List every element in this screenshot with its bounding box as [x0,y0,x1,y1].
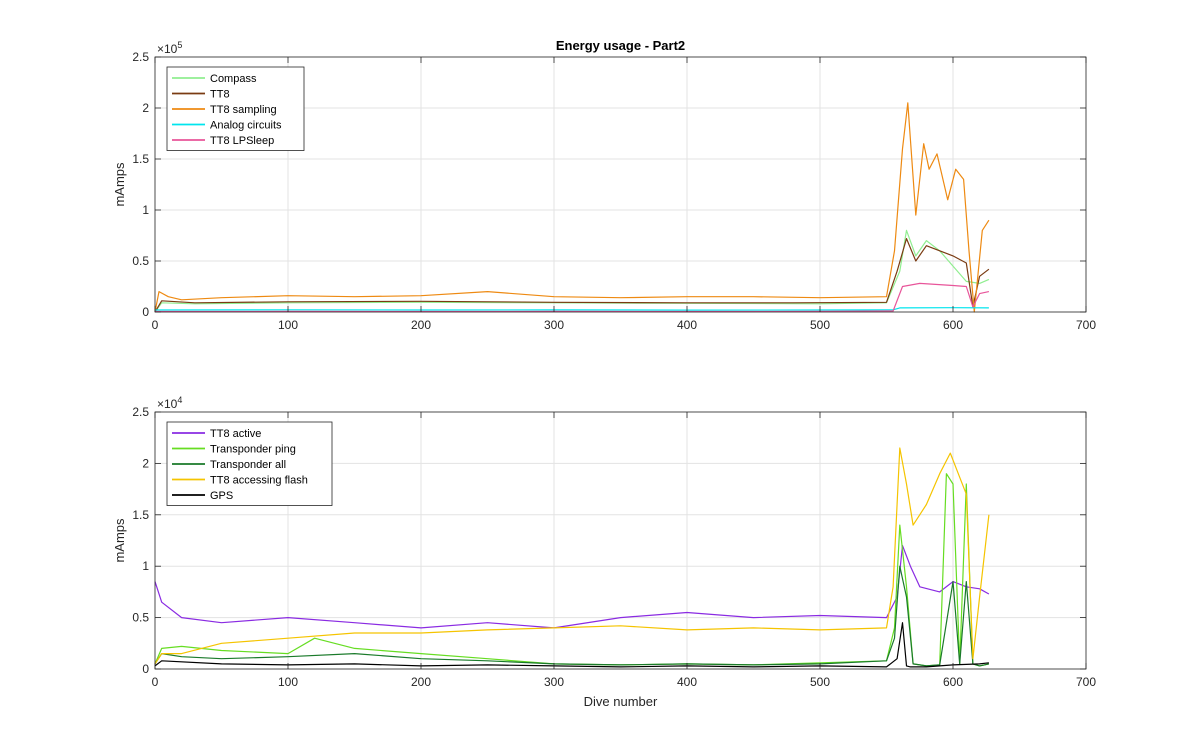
x-tick-label: 300 [544,675,564,689]
y-tick-label: 1 [142,203,149,217]
legend: TT8 active Transponder ping Transponder al… [166,421,333,506]
x-tick-label: 600 [943,675,963,689]
y-exponent-label: ×105 [157,40,182,56]
x-tick-label: 200 [411,318,431,332]
legend-label-compass: Compass [210,73,257,85]
x-tick-label: 0 [152,675,159,689]
y-tick-label: 1 [142,559,149,573]
series-line-transponder-all [154,565,990,667]
x-tick-label: 400 [677,318,697,332]
y-tick-label: 0.5 [132,254,149,268]
y-tick-label: 2 [142,456,149,470]
y-tick-label: 1.5 [132,152,149,166]
legend-label-tt8: TT8 [210,89,230,101]
legend: Compass TT8 TT8 sampling Analog circuits TT8… [166,66,305,151]
x-tick-label: 500 [810,318,830,332]
x-axis-label: Dive number [584,694,658,709]
series-line-compass [154,229,990,313]
series-line-analog-circuits [154,307,989,311]
x-tick-label: 300 [544,318,564,332]
legend-label-analog-circuits: Analog circuits [210,120,282,132]
series-line-gps [154,622,989,668]
legend-label-tt8-sampling: TT8 sampling [210,104,277,116]
y-tick-label: 1.5 [132,508,149,522]
y-tick-label: 2 [142,101,149,115]
series-line-tt8-sampling [154,102,990,313]
y-axis-label: mAmps [112,518,127,563]
legend-label-transponder-all: Transponder all [210,459,286,471]
legend-label-tt8-lpsleep: TT8 LPSleep [210,135,274,147]
x-tick-label: 0 [152,318,159,332]
series-line-tt8-active [154,544,990,629]
x-tick-label: 600 [943,318,963,332]
x-tick-label: 700 [1076,675,1096,689]
legend-label-transponder-ping: Transponder ping [210,444,296,456]
axes-box [154,56,1087,313]
x-tick-label: 500 [810,675,830,689]
x-tick-label: 400 [677,675,697,689]
chart-2: 0 100 200 300 400 500 600 700 0 0.5 1 1.5 2 2.5 ×104 mA… [112,395,1096,709]
chart-1: 0 100 200 300 400 500 600 700 0 0.5 1 1.5 2 2.5 ×105 mA… [112,38,1096,332]
series-line-tt8-accessing-flash [154,447,990,665]
x-tick-label: 100 [278,675,298,689]
plot-area [155,57,1086,312]
y-tick-label: 0.5 [132,611,149,625]
x-tick-label: 700 [1076,318,1096,332]
x-tick-label: 100 [278,318,298,332]
y-tick-label: 2.5 [132,405,149,419]
legend-label-tt8-accessing-flash: TT8 accessing flash [210,475,308,487]
axes-box [154,411,1087,670]
series-line-tt8-lpsleep [154,282,990,313]
y-tick-label: 2.5 [132,50,149,64]
y-tick-label: 0 [142,662,149,676]
chart-title: Energy usage - Part2 [556,38,685,53]
legend-label-tt8-active: TT8 active [210,428,261,440]
y-exponent-label: ×104 [157,395,182,411]
y-axis-label: mAmps [112,162,127,207]
x-tick-label: 200 [411,675,431,689]
y-tick-label: 0 [142,305,149,319]
legend-label-gps: GPS [210,490,233,502]
series-line-tt8 [154,238,990,313]
